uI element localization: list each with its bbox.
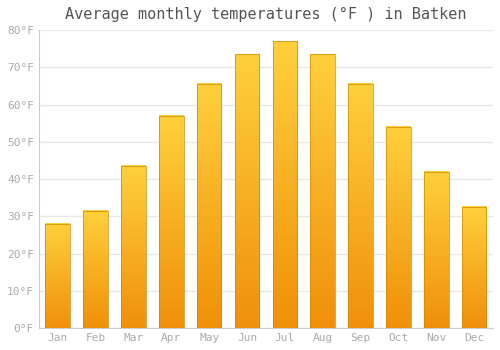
- Title: Average monthly temperatures (°F ) in Batken: Average monthly temperatures (°F ) in Ba…: [65, 7, 466, 22]
- Bar: [234, 54, 260, 328]
- Bar: [121, 166, 146, 328]
- Bar: [310, 54, 335, 328]
- Bar: [84, 211, 108, 328]
- Bar: [462, 207, 486, 328]
- Bar: [386, 127, 410, 328]
- Bar: [159, 116, 184, 328]
- Bar: [46, 224, 70, 328]
- Bar: [197, 84, 222, 328]
- Bar: [272, 41, 297, 328]
- Bar: [348, 84, 373, 328]
- Bar: [424, 172, 448, 328]
